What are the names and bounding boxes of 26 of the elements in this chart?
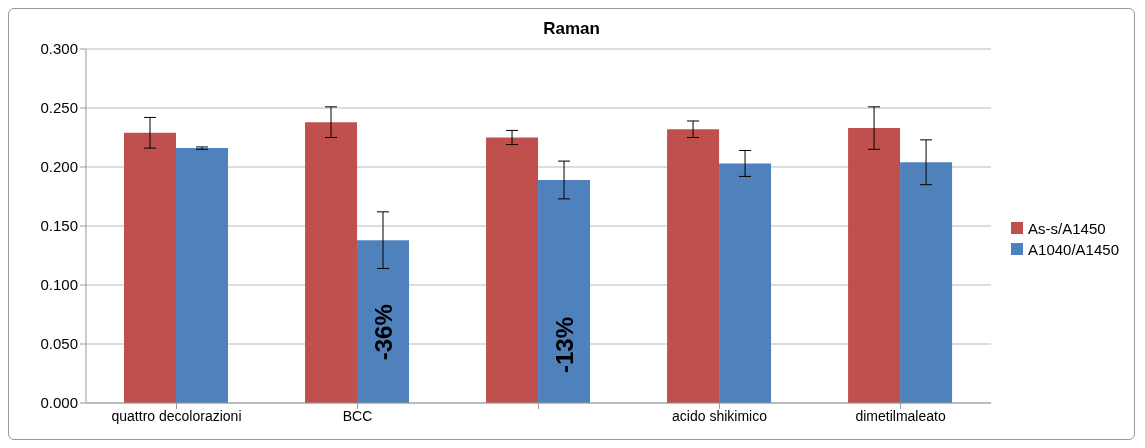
bar (176, 148, 229, 403)
x-tick-label: quattro decolorazioni (111, 407, 242, 424)
chart-title: Raman (542, 19, 601, 40)
annotation: -36% (369, 304, 397, 361)
legend-label: A1040/A1450 (1028, 240, 1119, 258)
y-tick-label: 0.250 (40, 99, 78, 117)
bar (124, 132, 177, 403)
y-tick-label: 0.300 (40, 40, 78, 58)
x-tick-label: dimetilmaleato (855, 407, 946, 424)
y-tick-label: 0.050 (40, 335, 78, 353)
x-tick-label: acido shikimico (672, 407, 768, 424)
y-tick-label: 0.150 (40, 217, 78, 235)
bar (357, 240, 410, 403)
bar (486, 137, 539, 403)
y-tick-label: 0.000 (40, 394, 78, 412)
legend-label: As-s/A1450 (1028, 219, 1106, 237)
bar (719, 163, 772, 403)
y-tick-label: 0.200 (40, 158, 78, 176)
bar (538, 179, 591, 403)
x-tick-label: BCC (342, 407, 373, 424)
bar (848, 128, 901, 403)
annotation: -13% (550, 316, 578, 374)
bar (900, 162, 953, 403)
bar (667, 129, 720, 403)
bar (305, 122, 358, 403)
y-tick-label: 0.100 (40, 276, 78, 294)
